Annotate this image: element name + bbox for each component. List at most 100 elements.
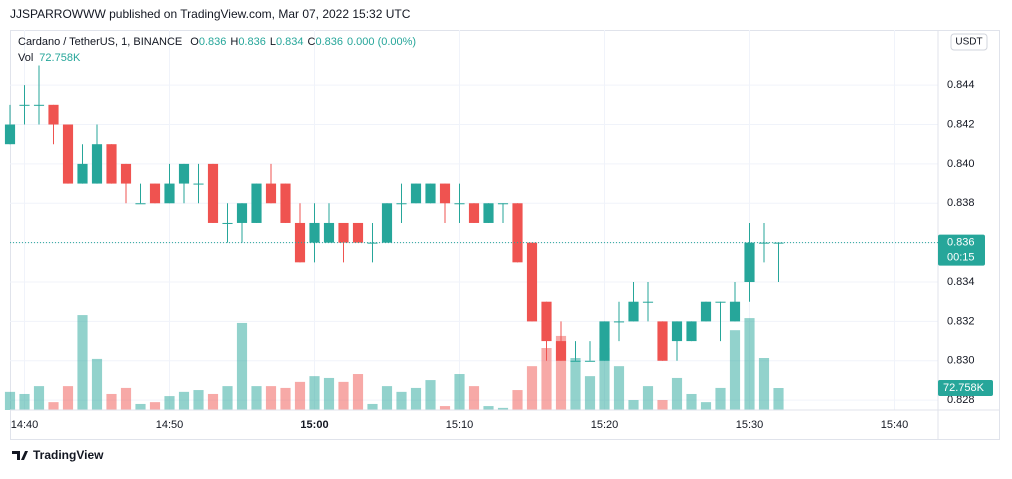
volume-bar [91, 358, 103, 410]
volume-bar [120, 387, 132, 410]
volume-bar [135, 403, 146, 410]
candle-body [280, 183, 291, 223]
footer-logo [12, 451, 28, 460]
candle-body [686, 321, 697, 342]
volume-bar [77, 315, 88, 410]
ohlc-value: 0.834 [276, 36, 304, 48]
y-tick-label: 0.834 [947, 276, 975, 288]
symbol-title: Cardano / TetherUS, 1, BINANCE [18, 36, 182, 48]
volume-bar [555, 335, 567, 410]
candle-body [468, 203, 480, 223]
y-tick-label: 0.842 [947, 118, 975, 130]
ohlc-key: H [230, 36, 238, 48]
x-tick-label: 15:20 [591, 419, 619, 431]
volume-bar [541, 348, 552, 410]
volume-bar [497, 407, 509, 410]
y-tick-label: 0.828 [947, 394, 975, 406]
x-tick-label: 15:10 [446, 419, 474, 431]
volume-bar [280, 387, 291, 410]
volume-bar [396, 391, 407, 410]
y-tick-label: 0.832 [947, 315, 975, 327]
candle-body [91, 144, 103, 184]
volume-bar [410, 387, 422, 410]
last-price-label: 0.836 [947, 237, 975, 249]
volume-bar [338, 381, 349, 410]
volume-bar [309, 376, 320, 410]
volume-bars [4, 315, 784, 410]
candle-body [396, 203, 407, 205]
volume-bar [439, 406, 451, 410]
candle-body [193, 183, 204, 185]
candle-body [613, 321, 625, 323]
ohlc-key: O [190, 36, 199, 48]
candle-body [164, 183, 175, 204]
volume-bar [715, 387, 726, 410]
volume-bar [4, 391, 16, 410]
volume-bar [773, 388, 784, 410]
volume-bar [48, 402, 59, 410]
last-price-box [938, 234, 985, 266]
volume-bar [236, 322, 248, 410]
candle-body [570, 360, 581, 362]
candle-body [642, 301, 654, 303]
candle-body [715, 301, 726, 303]
y-tick-label: 0.844 [947, 79, 975, 91]
candle-body [628, 301, 639, 322]
ohlc-key: C [308, 36, 316, 48]
volume-value-box [938, 380, 993, 397]
candle-body [410, 183, 422, 204]
y-tick-label: 0.840 [947, 158, 975, 170]
volume-bar [468, 386, 480, 410]
candle-body [541, 301, 552, 342]
candle-body [62, 124, 74, 184]
volume-bar [222, 386, 233, 410]
volume-bar [352, 374, 364, 410]
volume-bar [367, 403, 378, 410]
volume-value: 72.758K [39, 52, 81, 64]
candle-body [19, 104, 30, 106]
volume-bar [265, 386, 277, 410]
volume-bar [599, 348, 610, 410]
volume-bar [33, 386, 45, 410]
candle-body [251, 183, 262, 223]
candle-body [599, 321, 610, 361]
candle-body [483, 203, 494, 223]
candle-body [381, 203, 393, 243]
y-tick-label: 0.838 [947, 197, 975, 209]
x-tick-label: 14:50 [156, 419, 184, 431]
header: JJSPARROWWW published on TradingView.com… [10, 7, 411, 21]
candle-body [744, 242, 755, 283]
candle-body [439, 183, 451, 204]
volume-bar [613, 366, 625, 410]
currency-label: USDT [955, 37, 982, 48]
volume-bar [19, 393, 30, 410]
volume-bar [686, 393, 697, 410]
volume-bar [193, 390, 204, 410]
candle-body [120, 163, 132, 184]
volume-bar [729, 330, 741, 410]
volume-bar [323, 377, 335, 410]
candle-body [338, 222, 349, 243]
candle-body [135, 203, 146, 205]
ohlc-value: 0.836 [199, 36, 227, 48]
candle-body [222, 222, 233, 224]
candle-body [367, 242, 378, 244]
volume-bar [381, 386, 393, 410]
volume-bar [744, 318, 755, 410]
candle-body [323, 222, 335, 243]
volume-bar [671, 377, 683, 410]
ohlc-value: 0.836 [315, 36, 343, 48]
candle-body [149, 183, 161, 204]
volume-bar [294, 381, 306, 410]
countdown-label: 00:15 [947, 252, 975, 264]
candle-body [4, 124, 16, 145]
volume-bar [526, 366, 538, 410]
candle-body [584, 360, 596, 362]
candle-body [265, 183, 277, 204]
volume-bar [628, 400, 639, 410]
volume-bar [149, 402, 161, 410]
volume-bar [207, 393, 219, 410]
candle-body [729, 301, 741, 322]
